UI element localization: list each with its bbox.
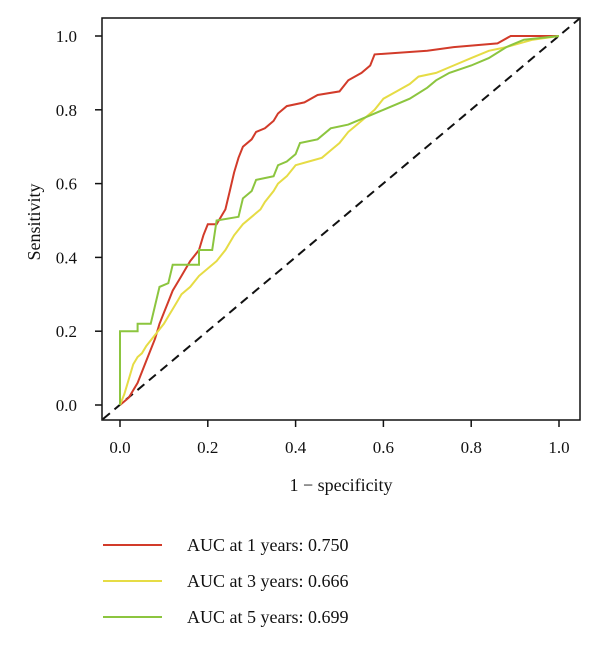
legend-label: AUC at 3 years: 0.666 bbox=[187, 571, 348, 591]
x-tick-label: 1.0 bbox=[548, 438, 569, 457]
x-tick-label: 0.2 bbox=[197, 438, 218, 457]
legend: AUC at 1 years: 0.750 AUC at 3 years: 0.6… bbox=[103, 535, 348, 627]
reference-diagonal-line bbox=[102, 18, 580, 420]
roc-line-series-3 bbox=[119, 35, 560, 405]
legend-item: AUC at 1 years: 0.750 bbox=[103, 535, 348, 555]
x-tick-label: 0.8 bbox=[461, 438, 482, 457]
x-axis-title: 1 − specificity bbox=[289, 475, 392, 495]
roc-line-series-2 bbox=[119, 35, 560, 406]
reference-diagonal-layer bbox=[102, 18, 580, 420]
y-axis-title: Sensitivity bbox=[24, 183, 44, 260]
x-tick-label: 0.4 bbox=[285, 438, 307, 457]
x-tick-label: 0.6 bbox=[373, 438, 394, 457]
x-axis: 0.0 0.2 0.4 0.6 0.8 1.0 bbox=[109, 420, 570, 457]
legend-item: AUC at 5 years: 0.699 bbox=[103, 607, 348, 627]
y-tick-label: 0.0 bbox=[56, 396, 77, 415]
plot-frame bbox=[101, 17, 581, 421]
y-tick-label: 0.2 bbox=[56, 322, 77, 341]
legend-item: AUC at 3 years: 0.666 bbox=[103, 571, 348, 591]
x-tick-label: 0.0 bbox=[109, 438, 130, 457]
y-tick-label: 0.8 bbox=[56, 101, 77, 120]
y-tick-label: 0.4 bbox=[56, 248, 78, 267]
roc-line-series-1 bbox=[119, 35, 559, 406]
y-tick-label: 0.6 bbox=[56, 175, 77, 194]
roc-curves bbox=[119, 35, 560, 406]
legend-label: AUC at 5 years: 0.699 bbox=[187, 607, 348, 627]
y-tick-label: 1.0 bbox=[56, 27, 77, 46]
y-axis: 0.0 0.2 0.4 0.6 0.8 1.0 bbox=[56, 27, 102, 415]
legend-label: AUC at 1 years: 0.750 bbox=[187, 535, 348, 555]
